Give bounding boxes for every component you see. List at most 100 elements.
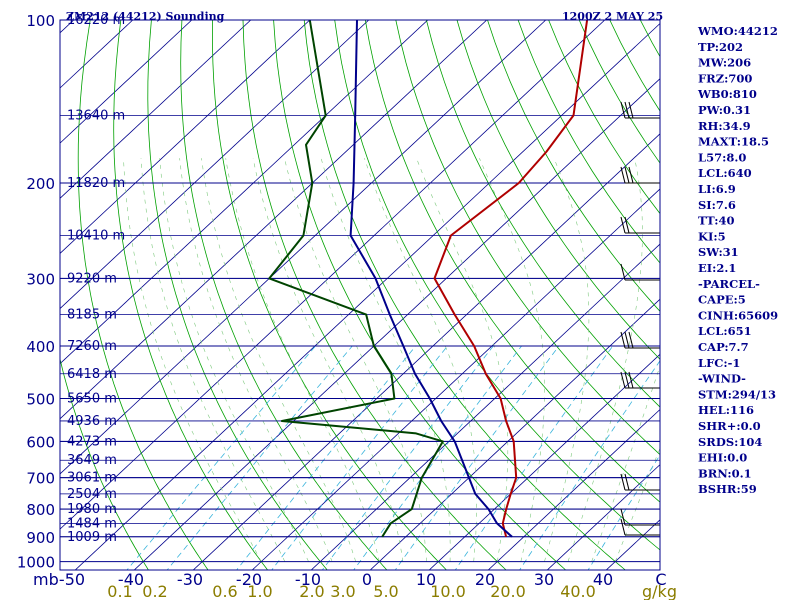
sounding-index: SRDS:104 [698,435,762,449]
mixing-ratio-line [587,454,660,570]
moist-adiabat [544,158,590,562]
sounding-index: LCL:640 [698,166,752,180]
sounding-index: SHR+:0.0 [698,419,761,433]
moist-adiabat [252,158,404,562]
parcel-trace [349,20,513,538]
sounding-index: -WIND- [698,372,746,386]
isotherm-line [60,20,488,420]
sounding-index: CAPE:5 [698,293,746,307]
temperature-tick-label: 10 [416,570,436,589]
pressure-axis-label: mb [33,570,59,589]
height-label: 16220 m [67,13,125,28]
dry-adiabat [273,20,567,570]
sounding-index: WB0:810 [697,87,757,101]
height-label: 4273 m [67,434,117,449]
isotherm-line [60,20,193,144]
isotherm-line [487,408,660,570]
mixing-ratio-label: 1.0 [247,582,272,600]
mixing-ratio-line [236,345,416,570]
temperature-tick-label: -10 [295,570,321,589]
height-label: 6418 m [67,367,117,382]
sounding-index: MW:206 [698,56,751,70]
moist-adiabat [201,158,356,562]
isotherm-line [60,20,606,530]
moist-adiabat [225,158,380,562]
isotherm-line [74,22,660,570]
temperature-tick-label: -50 [59,570,85,589]
mixing-ratio-label: 10.0 [430,582,466,600]
sounding-index: MAXT:18.5 [698,135,769,149]
moist-adiabat [284,158,427,562]
height-label: 1980 m [67,502,117,517]
height-label: 9220 m [67,271,117,286]
moist-adiabat [123,158,262,562]
height-label: 1484 m [67,516,117,531]
temperature-tick-label: 0 [362,570,372,589]
mixing-ratio-line [394,345,560,570]
dry-adiabat [113,20,269,570]
chart-title-left: ZM212 (44212) Sounding [66,10,225,23]
dry-adiabat [578,20,660,164]
temperature-tick-label: -20 [236,570,262,589]
mixing-ratio-line [519,360,660,570]
wind-barb [620,263,660,281]
mixing-ratio-label: 0.6 [212,582,237,600]
sounding-index: LFC:-1 [698,356,740,370]
isotherm-line [60,20,429,365]
sounding-index: EHI:0.0 [698,451,747,465]
dry-adiabat [517,20,660,264]
dry-adiabat [548,20,660,215]
pressure-tick-label: 900 [26,529,55,547]
pressure-tick-label: 100 [26,12,55,30]
mixing-ratio-label: 5.0 [373,582,398,600]
pressure-tick-label: 500 [26,391,55,409]
height-label: 3061 m [67,471,117,486]
sounding-index: EI:2.1 [698,261,736,275]
dry-adiabat [211,20,447,570]
sounding-index: HEL:116 [698,403,754,417]
moist-adiabat [591,364,660,562]
temperature-tick-label: 40 [593,570,613,589]
wind-barb [620,331,660,349]
sounding-index: TT:40 [698,214,735,228]
wind-barb [620,508,660,526]
temperature-tick-label: -30 [177,570,203,589]
moist-adiabat [567,158,643,562]
dry-adiabat [147,20,328,570]
pressure-tick-label: 200 [26,175,55,193]
mixing-ratio-label: 20.0 [490,582,526,600]
pressure-tick-label: 300 [26,270,55,288]
plot-frame [59,19,661,571]
isotherm-line [546,464,660,570]
sounding-index: STM:294/13 [698,387,776,401]
dry-adiabat [763,20,800,573]
isotherm-line [133,78,660,570]
dry-adiabat [77,20,209,570]
pressure-tick-label: 600 [26,433,55,451]
pressure-tick-label: 400 [26,338,55,356]
mixing-ratio-line [271,345,448,570]
sounding-index: SI:7.6 [698,198,736,212]
moist-adiabat [364,158,477,562]
wind-barb [620,101,660,119]
sounding-index: -PARCEL- [698,277,760,291]
mixing-ratio-unit: g/kg [642,582,677,600]
sounding-index: TP:202 [698,40,743,54]
isotherm-line [192,133,660,570]
dry-adiabat [793,20,800,573]
sounding-index: FRZ:700 [698,71,752,85]
wind-barb [620,473,660,491]
sounding-index: L57:8.0 [698,150,746,164]
temperature-tick-label: 30 [534,570,554,589]
temperature-tick-label: -40 [118,570,144,589]
isotherm-line [60,20,370,310]
height-label: 8185 m [67,308,117,323]
pressure-tick-label: 700 [26,470,55,488]
height-label: 7260 m [67,339,117,354]
height-label: 4936 m [67,414,117,429]
moist-adiabat [179,158,333,562]
sounding-index: BRN:0.1 [698,466,752,480]
isotherm-line [60,20,547,475]
